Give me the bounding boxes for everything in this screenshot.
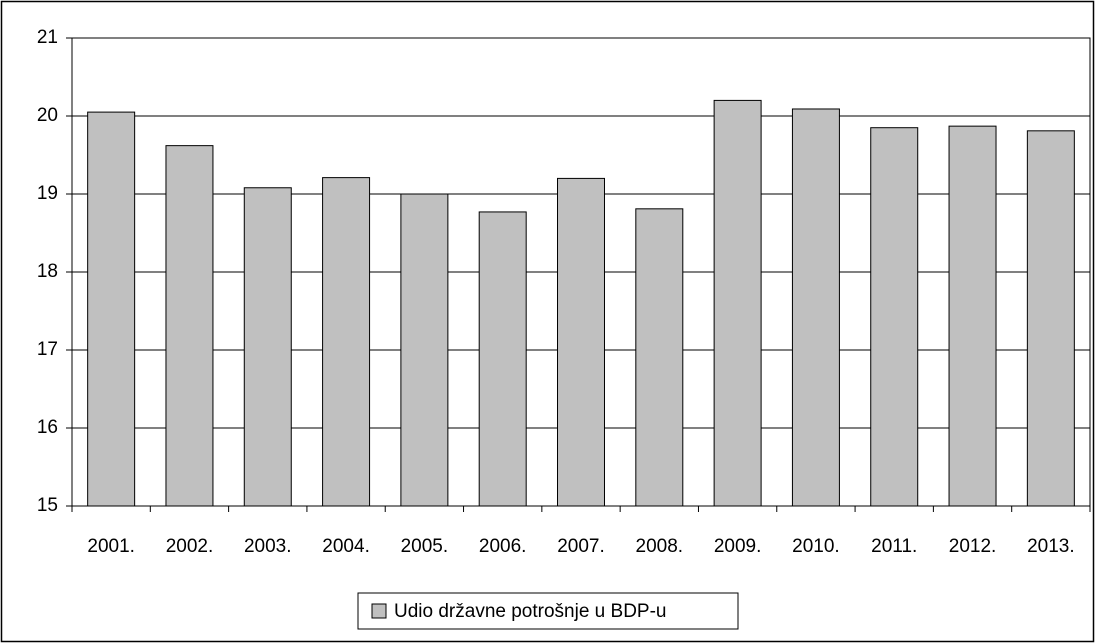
x-tick-label: 2008. <box>636 536 684 557</box>
x-tick-label: 2007. <box>557 536 605 557</box>
y-tick-label: 20 <box>37 105 58 126</box>
x-tick-label: 2010. <box>792 536 840 557</box>
bar <box>713 99 762 507</box>
x-tick-label: 2003. <box>244 536 292 557</box>
x-tick-label: 2004. <box>322 536 370 557</box>
x-tick-label: 2005. <box>401 536 449 557</box>
x-tick-label: 2011. <box>871 536 917 557</box>
bar <box>87 111 136 507</box>
x-tick-label: 2012. <box>949 536 997 557</box>
bar <box>478 211 527 507</box>
y-tick-label: 17 <box>37 339 58 360</box>
y-tick-label: 15 <box>37 495 58 516</box>
bar <box>243 187 292 507</box>
y-tick-label: 19 <box>37 183 58 204</box>
bar <box>635 208 684 507</box>
bar <box>400 193 449 507</box>
bar <box>1026 130 1075 507</box>
bar <box>948 125 997 507</box>
bar <box>791 108 840 507</box>
x-tick-label: 2013. <box>1027 536 1075 557</box>
y-tick-label: 21 <box>37 27 58 48</box>
x-tick-label: 2002. <box>166 536 214 557</box>
bar <box>557 177 605 507</box>
legend-label: Udio državne potrošnje u BDP-u <box>394 601 666 622</box>
y-tick-label: 16 <box>37 417 58 438</box>
x-tick-label: 2009. <box>714 536 762 557</box>
bar <box>322 177 371 507</box>
x-tick-label: 2001. <box>87 536 135 557</box>
bar <box>870 127 919 507</box>
bar <box>165 145 214 507</box>
x-tick-label: 2006. <box>479 536 527 557</box>
y-tick-label: 18 <box>37 261 58 282</box>
legend-swatch <box>371 603 387 619</box>
legend-box <box>357 592 739 630</box>
